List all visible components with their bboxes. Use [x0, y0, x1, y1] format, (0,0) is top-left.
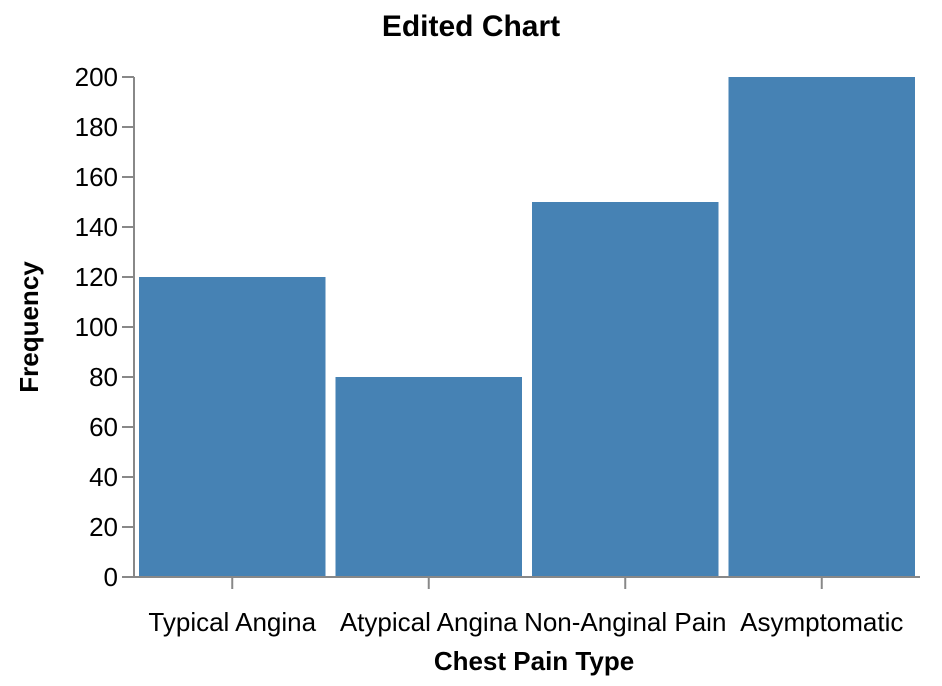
x-tick-label: Asymptomatic [740, 607, 903, 637]
y-tick-label: 80 [89, 362, 118, 392]
y-tick-label: 140 [75, 212, 118, 242]
y-tick-label: 60 [89, 412, 118, 442]
x-axis: Typical Angina Atypical Angina Non-Anginal… [134, 576, 920, 637]
y-tick-label: 0 [104, 562, 118, 592]
bar-typical-angina [139, 277, 326, 577]
x-tick-label: Non-Anginal Pain [524, 607, 726, 637]
y-tick-label: 160 [75, 162, 118, 192]
bar-atypical-angina [335, 377, 522, 577]
x-tick-label: Typical Angina [148, 607, 316, 637]
y-tick-label: 120 [75, 262, 118, 292]
bar-asymptomatic [728, 77, 915, 577]
y-axis: 0 20 40 60 80 100 120 140 160 180 200 [75, 62, 135, 592]
x-tick-label: Atypical Angina [340, 607, 518, 637]
y-tick-label: 40 [89, 462, 118, 492]
bar-non-anginal-pain [532, 202, 719, 577]
y-tick-label: 100 [75, 312, 118, 342]
y-tick-label: 180 [75, 112, 118, 142]
y-tick-label: 200 [75, 62, 118, 92]
y-axis-title: Frequency [14, 261, 44, 393]
bars-group [139, 77, 915, 577]
x-axis-title: Chest Pain Type [434, 646, 634, 676]
y-tick-label: 20 [89, 512, 118, 542]
chart-title: Edited Chart [382, 10, 560, 43]
